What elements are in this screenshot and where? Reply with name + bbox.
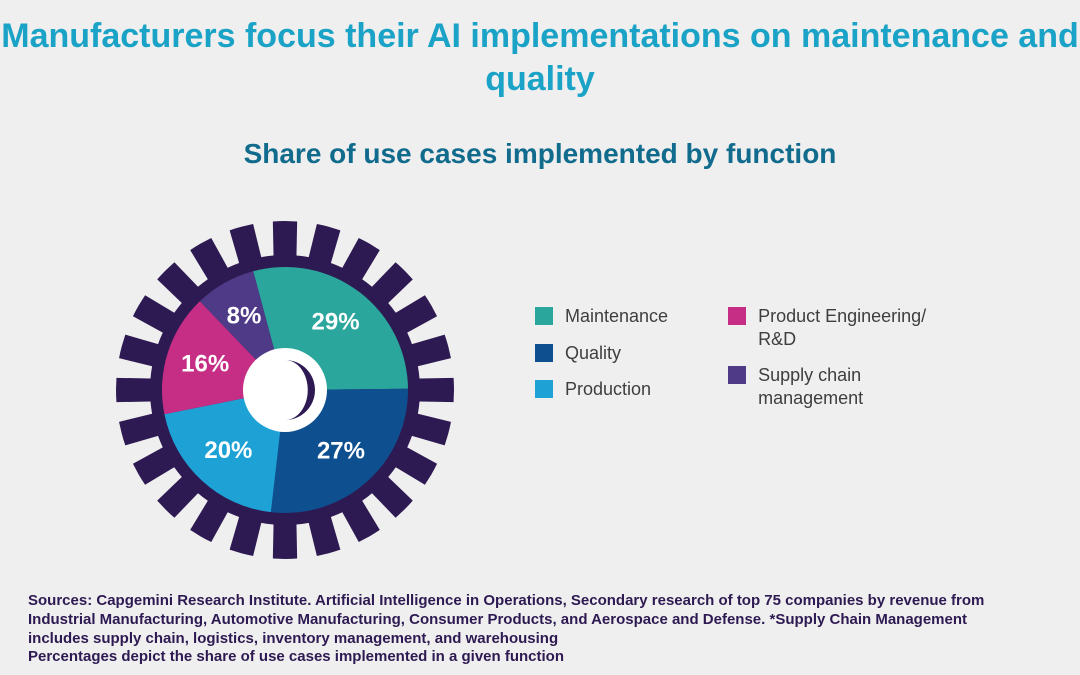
sources-footnote: Sources: Capgemini Research Institute. A… [28, 592, 1028, 667]
legend-column: Product Engineering/ R&D Supply chain man… [728, 305, 938, 409]
page: Manufacturers focus their AI implementat… [0, 0, 1080, 675]
pie-chart: 29% 27% 20% 16% 8% [115, 220, 455, 560]
pie-slice-label: 27% [317, 438, 365, 465]
legend-swatch [535, 307, 553, 325]
legend-label: Maintenance [565, 305, 668, 328]
legend-column: Maintenance Quality Production [535, 305, 668, 409]
legend-item: Supply chain management [728, 364, 938, 409]
legend-swatch [535, 380, 553, 398]
legend-item: Product Engineering/ R&D [728, 305, 938, 350]
page-title: Manufacturers focus their AI implementat… [0, 15, 1080, 100]
sources-line: includes supply chain, logistics, invent… [28, 630, 1028, 649]
sources-line: Percentages depict the share of use case… [28, 648, 1028, 667]
sources-line: Industrial Manufacturing, Automotive Man… [28, 611, 1028, 630]
pie-slice-label: 20% [204, 437, 252, 464]
legend: Maintenance Quality Production Product Engi… [535, 305, 1055, 409]
page-subtitle: Share of use cases implemented by functi… [0, 138, 1080, 170]
pie-slice-label: 8% [227, 302, 262, 329]
legend-item: Maintenance [535, 305, 668, 328]
pie-slice-label: 29% [312, 309, 360, 336]
legend-swatch [535, 344, 553, 362]
legend-label: Quality [565, 342, 621, 365]
legend-label: Supply chain management [758, 364, 938, 409]
pie-slice-label: 16% [181, 350, 229, 377]
legend-label: Product Engineering/ R&D [758, 305, 938, 350]
legend-swatch [728, 366, 746, 384]
legend-item: Production [535, 378, 668, 401]
sources-line: Sources: Capgemini Research Institute. A… [28, 592, 1028, 611]
legend-swatch [728, 307, 746, 325]
legend-label: Production [565, 378, 651, 401]
legend-item: Quality [535, 342, 668, 365]
